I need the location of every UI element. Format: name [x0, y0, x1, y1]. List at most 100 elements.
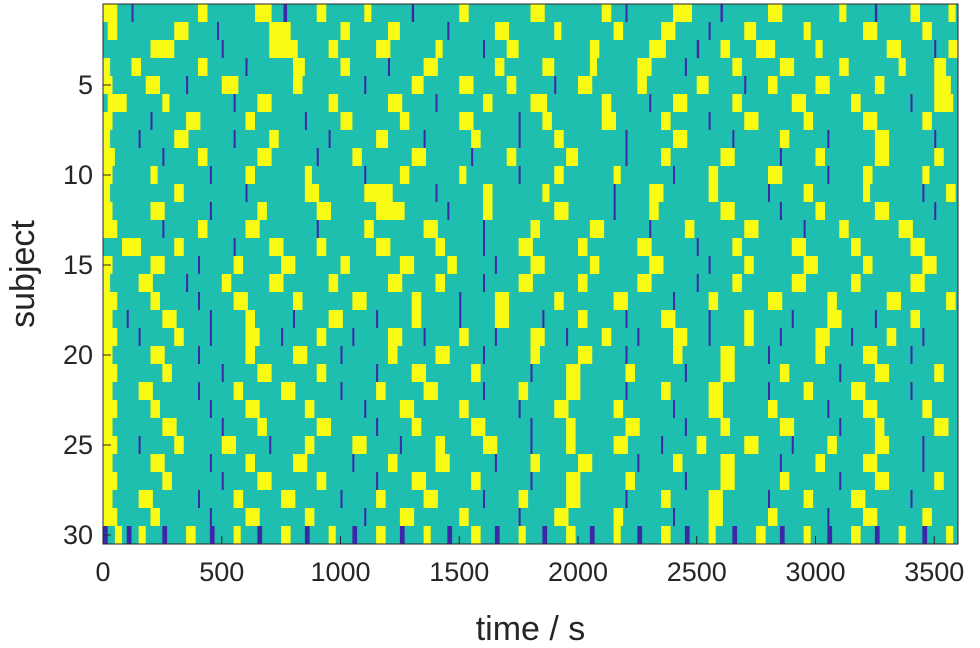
heatmap-cell: [138, 130, 141, 149]
heatmap-cell: [625, 346, 628, 365]
heatmap-cell: [815, 346, 825, 365]
heatmap-row-23: [103, 400, 958, 419]
heatmap-cell: [637, 76, 647, 95]
heatmap-cell: [744, 112, 759, 131]
heatmap-cell: [779, 418, 795, 437]
heatmap-cell: [649, 40, 666, 59]
heatmap-cell: [150, 166, 158, 185]
heatmap-cell: [684, 526, 690, 545]
heatmap-cell: [221, 364, 224, 383]
heatmap-cell: [245, 166, 255, 185]
heatmap-cell: [103, 508, 118, 527]
heatmap-cell: [316, 202, 331, 221]
heatmap-cell: [162, 220, 165, 239]
x-tick-label: 1000: [310, 557, 370, 587]
heatmap-cell: [162, 472, 172, 491]
heatmap-cell: [162, 310, 177, 329]
heatmap-cell: [103, 58, 111, 77]
heatmap-cell: [863, 22, 878, 41]
heatmap-cell: [732, 238, 742, 257]
heatmap-cells: [103, 4, 958, 545]
heatmap-cell: [922, 436, 925, 455]
heatmap-cell: [217, 22, 219, 41]
heatmap-cell: [138, 382, 153, 401]
heatmap-cell: [245, 184, 248, 203]
heatmap-cell: [126, 310, 129, 329]
heatmap-cell: [661, 382, 671, 401]
heatmap-cell: [874, 418, 885, 437]
heatmap-cell: [566, 148, 578, 167]
heatmap-cell: [518, 166, 521, 185]
heatmap-cell: [423, 526, 431, 545]
heatmap-cell: [673, 130, 688, 149]
heatmap-cell: [198, 292, 200, 311]
heatmap-cell: [138, 274, 153, 293]
heatmap-cell: [922, 166, 930, 185]
heatmap-cell: [447, 22, 450, 41]
heatmap-cell: [304, 166, 312, 185]
heatmap-cell: [388, 58, 390, 77]
heatmap-cell: [255, 4, 272, 23]
heatmap-cell: [934, 202, 937, 221]
heatmap-cell: [863, 166, 873, 185]
heatmap-cell: [815, 148, 825, 167]
heatmap-cell: [352, 436, 367, 455]
heatmap-cell: [328, 94, 339, 113]
heatmap-cell: [732, 58, 742, 77]
heatmap-cell: [827, 526, 833, 545]
heatmap-cell: [696, 436, 707, 455]
heatmap-cell: [768, 76, 778, 95]
heatmap-cell: [673, 508, 675, 527]
heatmap-cell: [150, 202, 165, 221]
heatmap-cell: [483, 202, 493, 221]
heatmap-cell: [103, 220, 118, 239]
heatmap-cell: [898, 526, 906, 545]
heatmap-cell: [922, 508, 932, 527]
heatmap-cell: [791, 436, 794, 455]
heatmap-cell: [316, 238, 327, 257]
heatmap-cell: [874, 148, 890, 167]
heatmap-cell: [435, 436, 445, 455]
heatmap-cell: [768, 184, 770, 203]
heatmap-cell: [150, 112, 153, 131]
heatmap-cell: [103, 148, 115, 167]
heatmap-cell: [376, 364, 379, 383]
heatmap-cell: [779, 148, 782, 167]
heatmap-cell: [340, 22, 350, 41]
heatmap-cell: [221, 418, 224, 437]
heatmap-cell: [103, 472, 118, 491]
heatmap-cell: [376, 310, 379, 329]
heatmap-cell: [483, 490, 485, 509]
heatmap-cell: [661, 490, 671, 509]
heatmap-cell: [304, 112, 307, 131]
heatmap-cell: [948, 4, 956, 23]
heatmap-cell: [281, 382, 296, 401]
heatmap-cell: [233, 526, 241, 545]
heatmap-cell: [150, 454, 165, 473]
heatmap-cell: [209, 166, 212, 185]
heatmap-cell: [791, 238, 806, 257]
heatmap-cell: [494, 328, 497, 347]
heatmap-cell: [447, 526, 453, 545]
heatmap-cell: [946, 526, 954, 545]
heatmap-cell: [364, 508, 367, 527]
heatmap-cell: [732, 526, 738, 545]
heatmap-cell: [720, 148, 735, 167]
heatmap-cell: [863, 256, 873, 275]
heatmap-cell: [435, 94, 438, 113]
heatmap-cell: [340, 256, 350, 275]
heatmap-cell: [613, 400, 624, 419]
heatmap-cell: [447, 256, 457, 275]
heatmap-cell: [103, 382, 113, 401]
heatmap-cell: [245, 220, 260, 239]
y-tick-label: 25: [63, 430, 93, 460]
heatmap-cell: [613, 184, 616, 203]
heatmap-cell: [388, 22, 400, 41]
heatmap-row-9: [103, 148, 958, 167]
x-axis: 0 500 1000 1500 2000 2500 3000 3500: [95, 536, 964, 587]
heatmap-cell: [150, 508, 160, 527]
heatmap-cell: [566, 328, 569, 347]
heatmap-cell: [423, 328, 426, 347]
heatmap-cell: [411, 76, 424, 95]
heatmap-cell: [103, 490, 113, 509]
